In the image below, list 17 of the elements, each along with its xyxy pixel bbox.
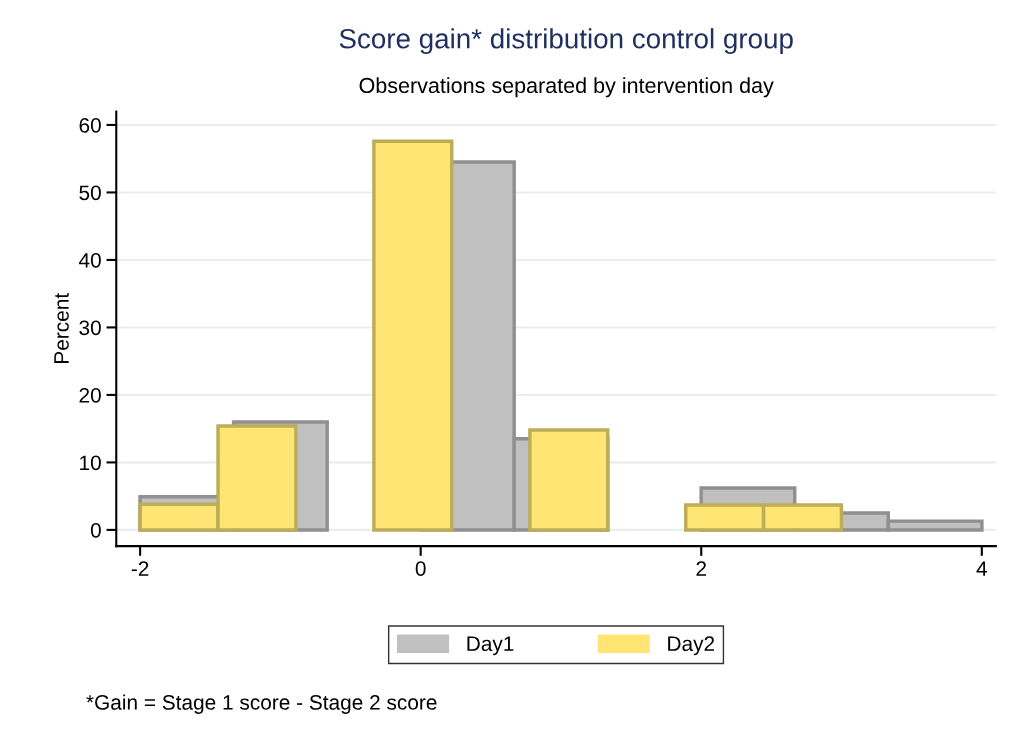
chart-subtitle: Observations separated by intervention day [359, 77, 774, 98]
x-tick-label: 4 [976, 561, 987, 576]
y-tick-label: 10 [80, 455, 101, 471]
x-tick-label: 2 [696, 561, 706, 576]
y-axis-title: Percent [54, 293, 69, 363]
x-tick-label: -2 [131, 561, 149, 576]
legend-label: Day2 [668, 636, 715, 656]
y-tick-label: 60 [79, 117, 101, 133]
chart-title: Score gain* distribution control group [339, 28, 793, 55]
x-tick-label: 0 [415, 561, 426, 576]
y-tick-label: 0 [90, 522, 101, 538]
y-tick-label: 40 [78, 252, 101, 268]
y-tick-label: 50 [79, 185, 101, 201]
y-tick-label: 20 [79, 387, 101, 403]
legend-label: Day1 [467, 636, 514, 656]
y-tick-label: 30 [79, 320, 101, 336]
text: *Gain = Stage 1 score - Stage 2 score [86, 694, 437, 714]
